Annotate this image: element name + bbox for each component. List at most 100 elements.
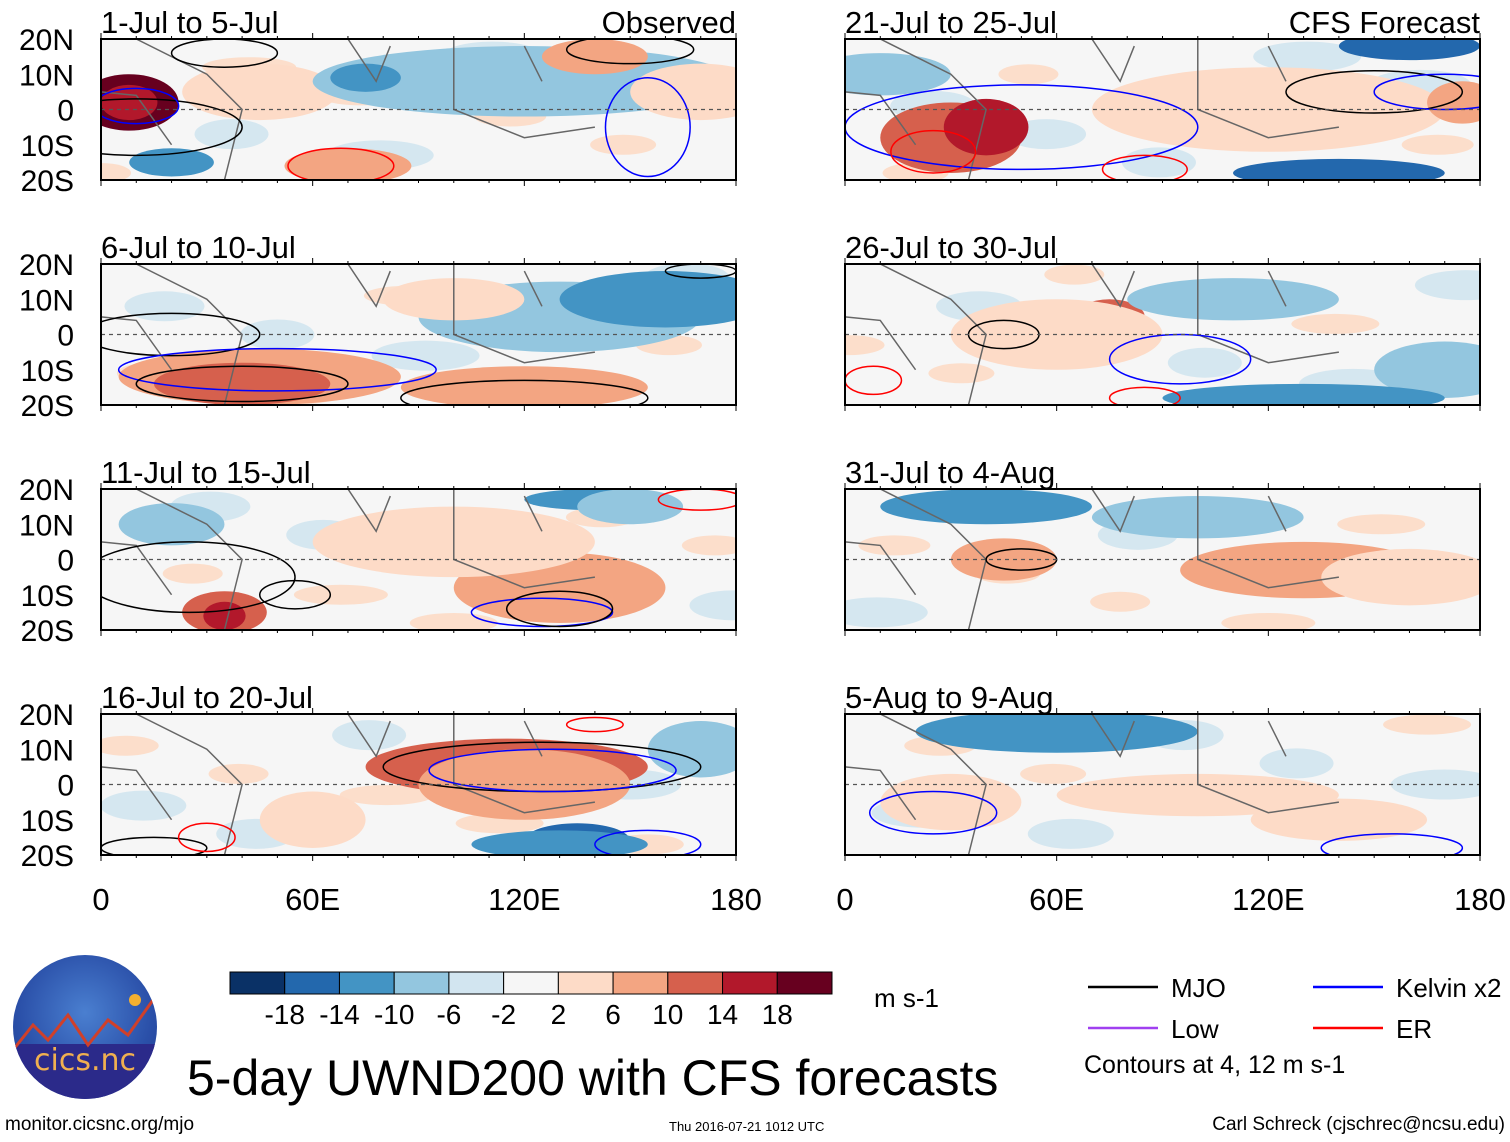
legend-label: Low — [1171, 1014, 1219, 1044]
panel-date-label: 5-Aug to 9-Aug — [845, 680, 1054, 715]
legend-label: MJO — [1171, 973, 1226, 1003]
y-tick-label: 10N — [19, 284, 74, 317]
y-tick-label: 10N — [19, 59, 74, 92]
y-tick-label: 20N — [19, 249, 74, 282]
anomaly-patch — [845, 597, 928, 628]
colorbar-units: m s-1 — [874, 983, 939, 1013]
anomaly-patch — [101, 162, 131, 180]
panel-field — [845, 489, 1480, 630]
colorbar-label: -2 — [491, 999, 516, 1030]
panel-date-label: 6-Jul to 10-Jul — [101, 230, 296, 265]
colorbar-swatch — [229, 971, 286, 995]
legend-label: Kelvin x2 — [1396, 973, 1502, 1003]
anomaly-patch — [101, 790, 187, 821]
colorbar-swatch — [338, 971, 395, 995]
coastline — [845, 489, 1340, 630]
anomaly-patch — [1390, 769, 1480, 800]
x-tick-label: 60E — [285, 882, 340, 917]
wave-contour — [1101, 154, 1188, 180]
wave-contour — [101, 98, 243, 157]
anomaly-patch — [1020, 763, 1087, 784]
map-panel: 26-Jul to 30-Jul — [844, 230, 1481, 411]
wave-contour — [170, 39, 279, 68]
anomaly-patch — [1291, 313, 1380, 334]
colorbar-swatch — [284, 971, 340, 995]
anomaly-blob — [943, 98, 1029, 156]
wave-contour — [400, 379, 649, 405]
x-tick-label: 180 — [1454, 882, 1506, 917]
y-tick-label: 0 — [57, 770, 74, 803]
anomaly-blob — [1233, 158, 1445, 180]
anomaly-patch — [1027, 818, 1114, 849]
anomaly-patch — [1167, 347, 1242, 378]
panel-field — [845, 264, 1480, 405]
wave-contour — [565, 716, 624, 733]
colorbar-label: -14 — [319, 999, 359, 1030]
panel-field — [101, 714, 736, 855]
colorbar-swatch — [503, 971, 559, 995]
coastline — [845, 714, 1340, 855]
footer-url[interactable]: monitor.cicsnc.org/mjo — [5, 1114, 195, 1135]
wave-contour — [101, 87, 180, 125]
x-tick-label: 120E — [1232, 882, 1304, 917]
panel-field — [101, 489, 736, 630]
panel-date-label: 1-Jul to 5-Jul — [101, 5, 278, 40]
anomaly-blob — [118, 503, 225, 546]
colorbar-swatch — [612, 971, 669, 995]
panel-date-label: 26-Jul to 30-Jul — [845, 230, 1057, 265]
wave-contour — [1108, 386, 1181, 405]
anomaly-patch — [101, 735, 159, 756]
panel-source-tag: Observed — [602, 5, 736, 40]
panel-date-label: 16-Jul to 20-Jul — [101, 680, 313, 715]
anomaly-patch — [371, 340, 480, 371]
wave-contour — [1373, 73, 1480, 111]
wave-contour — [1320, 833, 1464, 855]
colorbar-label: -6 — [436, 999, 461, 1030]
x-tick-label: 180 — [710, 882, 762, 917]
wave-contour — [657, 489, 736, 511]
y-tick-label: 20N — [19, 699, 74, 732]
figure-title: 5-day UWND200 with CFS forecasts — [187, 1050, 999, 1106]
anomaly-patch — [1121, 147, 1196, 178]
legend-label: ER — [1396, 1014, 1432, 1044]
wave-contour — [470, 597, 614, 628]
coastline — [845, 264, 1340, 405]
colorbar-label: 18 — [762, 999, 793, 1030]
wave-contour — [845, 84, 1199, 171]
colorbar-label: 10 — [652, 999, 683, 1030]
anomaly-patch — [1401, 134, 1474, 155]
anomaly-blob — [400, 366, 648, 405]
footer-author: Carl Schreck (cjschrec@ncsu.edu) — [1212, 1114, 1505, 1135]
contour-note: Contours at 4, 12 m s-1 — [1084, 1051, 1346, 1079]
y-tick-label: 10S — [21, 580, 74, 613]
anomaly-blob — [880, 489, 1092, 525]
anomaly-patch — [998, 64, 1059, 85]
y-tick-label: 20S — [21, 840, 74, 873]
anomaly-blob — [1427, 81, 1480, 124]
anomaly-blob — [541, 39, 648, 75]
anomaly-patch — [293, 584, 388, 605]
anomaly-blob — [1127, 278, 1339, 321]
colorbar-swatch — [776, 971, 833, 995]
map-panel: 5-Aug to 9-Aug — [844, 680, 1481, 861]
anomaly-patch — [590, 134, 657, 155]
anomaly-patch — [1044, 264, 1105, 285]
wave-contour — [664, 264, 736, 279]
y-tick-label: 20S — [21, 615, 74, 648]
anomaly-patch — [339, 785, 434, 806]
anomaly-patch — [208, 763, 269, 784]
y-tick-label: 10S — [21, 805, 74, 838]
anomaly-blob — [101, 84, 158, 121]
anomaly-patch — [1221, 612, 1316, 630]
anomaly-blob — [915, 714, 1198, 753]
anomaly-blob — [1338, 39, 1480, 61]
wave-contour — [505, 590, 614, 628]
panel-date-label: 11-Jul to 15-Jul — [101, 455, 311, 490]
anomaly-blob — [1162, 383, 1445, 405]
panel-date-label: 21-Jul to 25-Jul — [845, 5, 1057, 40]
y-tick-label: 20S — [21, 390, 74, 423]
